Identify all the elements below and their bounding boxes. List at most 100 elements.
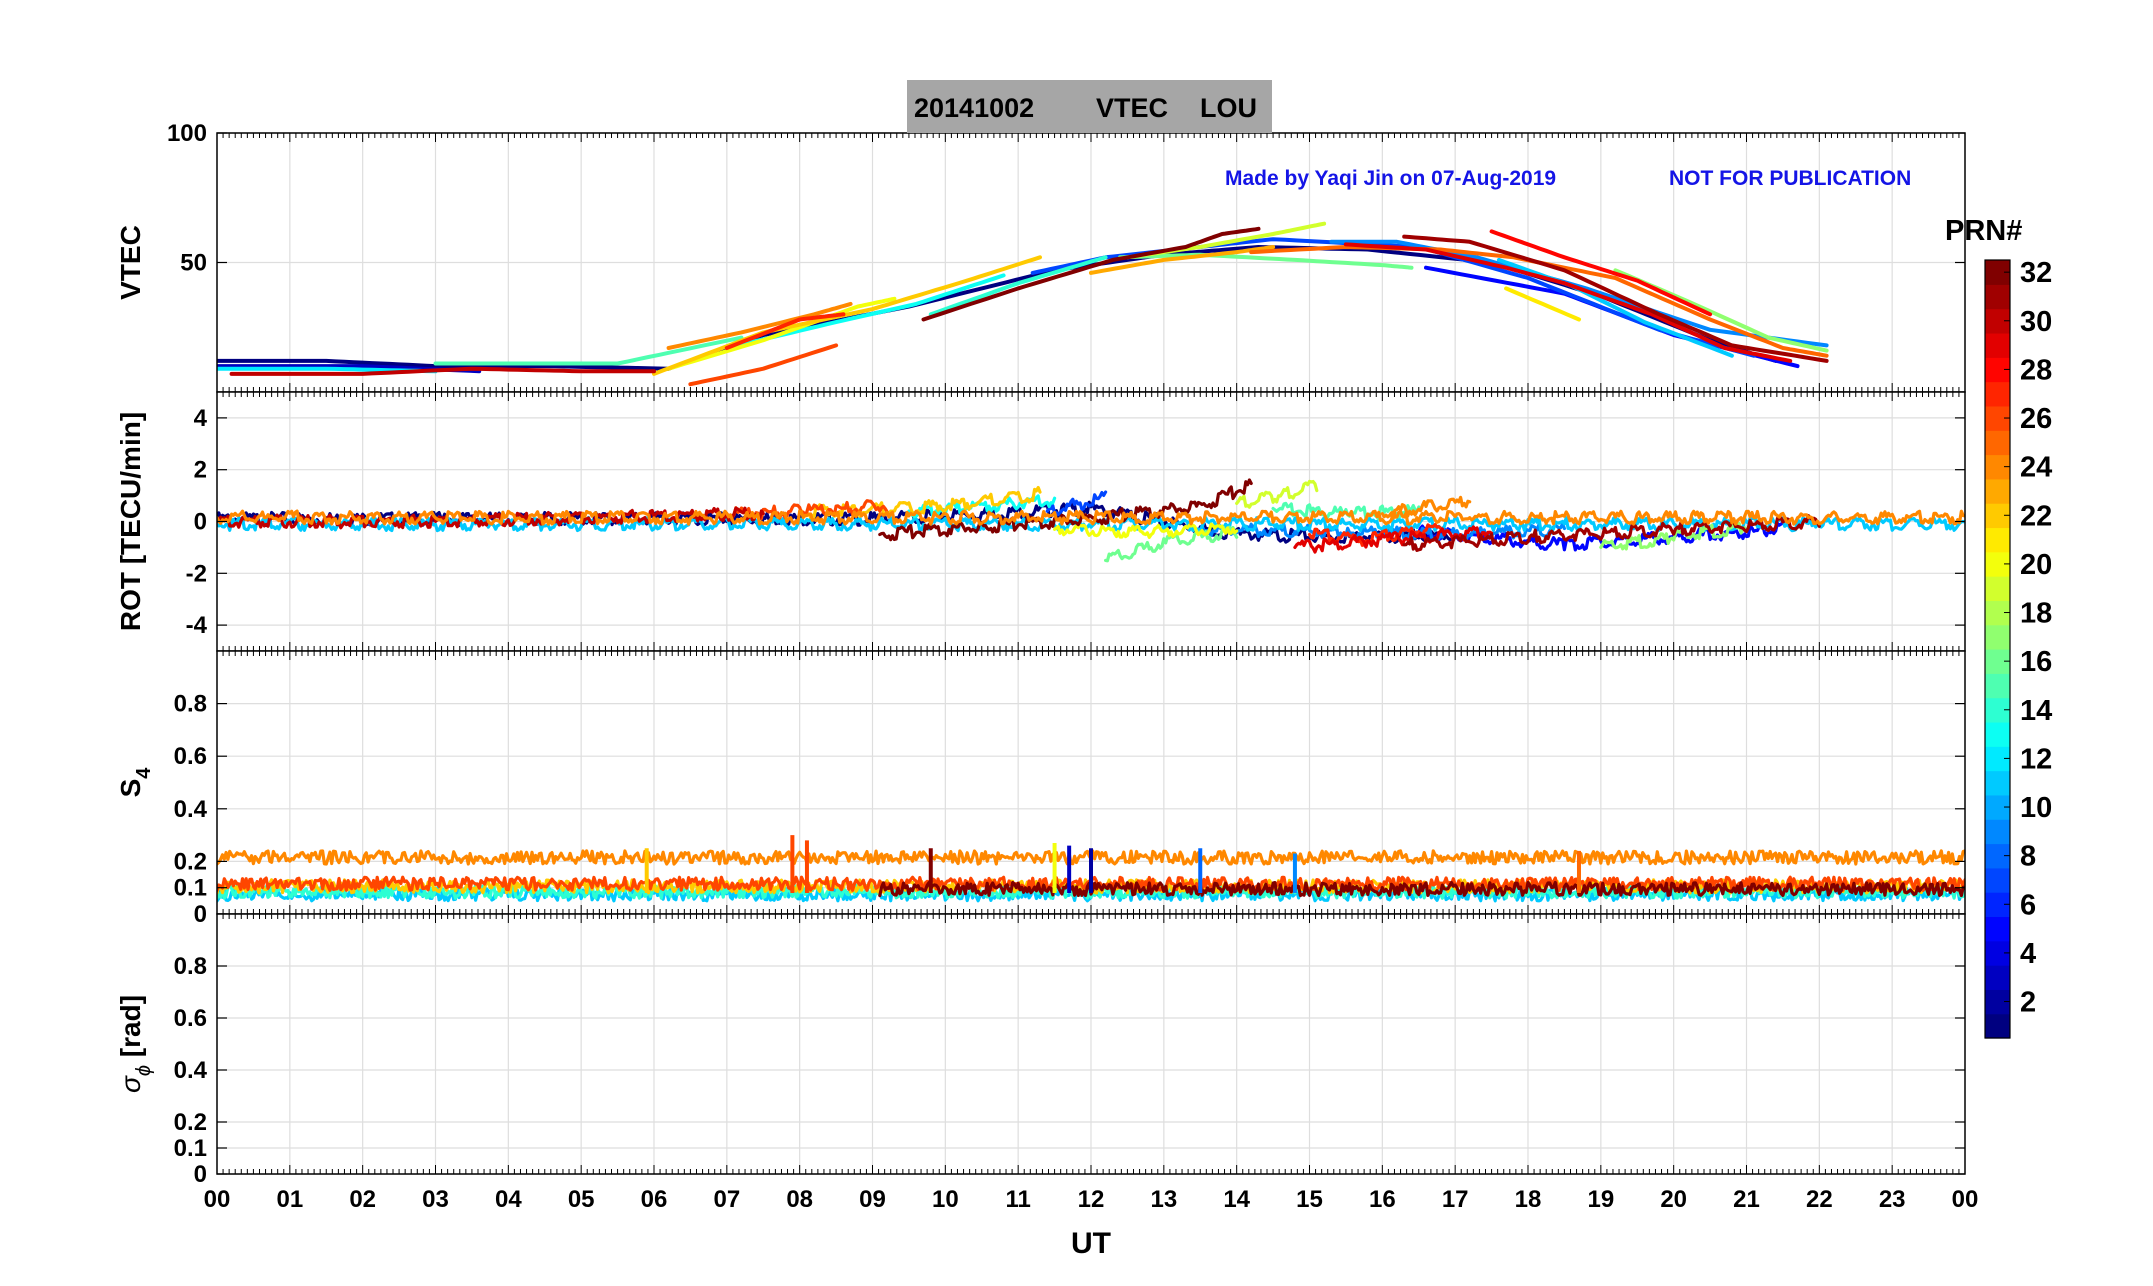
colorbar-swatch <box>1985 478 2010 504</box>
x-tick-label: 00 <box>204 1186 231 1213</box>
colorbar-tick-label: 2 <box>2020 987 2036 1019</box>
x-tick-label: 03 <box>422 1186 449 1213</box>
x-tick-label: 02 <box>349 1186 376 1213</box>
x-tick-label: 06 <box>641 1186 668 1213</box>
series-group-s4 <box>217 835 1965 903</box>
x-tick-labels: 00 01 02 03 04 05 06 07 08 09 10 11 12 13 14 15 16 17 18 19… <box>204 1186 1979 1213</box>
y-tick-label: 0.2 <box>174 1109 207 1136</box>
series-line-prn-11 <box>1496 257 1734 358</box>
series-line-prn-24 <box>666 301 853 350</box>
colorbar-tick-label: 18 <box>2020 598 2052 630</box>
x-tick-label: 21 <box>1733 1186 1760 1213</box>
y-tick-label: 2 <box>194 457 207 484</box>
title-box: 20141002 VTEC LOU <box>907 80 1272 133</box>
series-line-prn-29 <box>1343 242 1793 363</box>
y-axis-label-s4: S4 <box>115 767 155 798</box>
series-group-rot <box>217 478 1965 563</box>
colorbar-swatch <box>1985 673 2010 699</box>
title-quantity: VTEC <box>1096 93 1168 123</box>
y-tick-label: 0 <box>194 901 207 928</box>
y-axis-label-sigma_phi: σϕ [rad] <box>115 995 155 1093</box>
series-line-prn-24 <box>217 509 1965 526</box>
x-tick-label: 19 <box>1587 1186 1614 1213</box>
y-tick-label: 0.1 <box>174 875 207 902</box>
y-tick-label: 100 <box>167 120 207 147</box>
colorbar-swatch <box>1985 576 2010 601</box>
colorbar-tick-label: 10 <box>2020 792 2052 824</box>
colorbar-tick-label: 32 <box>2020 257 2052 289</box>
series-line-prn-25 <box>1249 245 1829 358</box>
title-station: LOU <box>1200 93 1257 123</box>
y-tick-label: -2 <box>186 560 207 587</box>
series-line-prn-30 <box>217 506 765 530</box>
x-tick-label: 18 <box>1515 1186 1542 1213</box>
disclaimer-text: NOT FOR PUBLICATION <box>1669 167 1911 190</box>
colorbar-frame <box>1984 259 2011 1039</box>
panel-vtec: 50 100 VTEC <box>115 120 1966 393</box>
series-line-prn-27 <box>1307 523 1443 547</box>
panel-rot: -4 -2 0 2 4 ROT [TECU/min] <box>115 391 1966 652</box>
x-tick-label: 00 <box>1952 1186 1979 1213</box>
colorbar-tick-label: 12 <box>2020 743 2052 775</box>
colorbar-title: PRN# <box>1945 215 2022 247</box>
colorbar-tick-label: 4 <box>2020 938 2036 970</box>
x-tick-label: 15 <box>1296 1186 1323 1213</box>
colorbar-swatch <box>1985 381 2010 407</box>
x-tick-label: 04 <box>495 1186 522 1213</box>
credit-text: Made by Yaqi Jin on 07-Aug-2019 <box>1225 167 1556 190</box>
series-line-prn-30 <box>229 366 656 376</box>
y-tick-label: 0.1 <box>174 1135 207 1162</box>
colorbar-swatch <box>1985 284 2010 310</box>
x-tick-label: 07 <box>713 1186 740 1213</box>
colorbar-swatch <box>1985 527 2010 553</box>
y-tick-label: 0.4 <box>174 1057 208 1084</box>
series-line-prn-17 <box>1599 521 1749 551</box>
x-tick-label: 05 <box>568 1186 595 1213</box>
colorbar-tick-label: 28 <box>2020 354 2052 386</box>
colorbar-tick-label: 6 <box>2020 889 2036 921</box>
x-tick-label: 16 <box>1369 1186 1396 1213</box>
y-tick-label: 4 <box>194 405 208 432</box>
series-line-prn-14 <box>928 255 1108 317</box>
colorbar-tick-label: 22 <box>2020 500 2052 532</box>
colorbar-swatch <box>1985 965 2010 990</box>
title-date: 20141002 <box>914 93 1034 123</box>
x-tick-label: 14 <box>1223 1186 1250 1213</box>
y-tick-label: 0.4 <box>174 796 208 823</box>
series-line-prn-26 <box>688 343 839 387</box>
series-line-prn-24 <box>1380 495 1472 520</box>
colorbar-tick-label: 24 <box>2020 452 2052 484</box>
y-axis-label-vtec: VTEC <box>115 225 146 300</box>
y-tick-label: 0 <box>194 509 207 536</box>
x-tick-label: 23 <box>1879 1186 1906 1213</box>
colorbar-swatch <box>1985 430 2010 456</box>
x-tick-label: 17 <box>1442 1186 1469 1213</box>
colorbar-swatch <box>1985 916 2010 942</box>
x-tick-label: 08 <box>786 1186 813 1213</box>
series-line-prn-19 <box>1235 479 1319 509</box>
series-line-prn-23 <box>1089 245 1276 275</box>
colorbar-swatch <box>1985 1013 2010 1039</box>
series-line-prn-27 <box>724 312 846 350</box>
y-tick-label: -4 <box>186 612 208 639</box>
x-tick-label: 22 <box>1806 1186 1833 1213</box>
panel-sigma_phi: 00.10.2 0.4 0.6 0.8 σϕ [rad] <box>115 913 1966 1188</box>
series-line-prn-28 <box>1489 229 1713 317</box>
x-tick-label: 09 <box>859 1186 886 1213</box>
series-line-prn-31 <box>1402 514 1821 552</box>
x-tick-label: 12 <box>1078 1186 1105 1213</box>
colorbar-swatch <box>1985 867 2010 893</box>
x-tick-label: 20 <box>1660 1186 1687 1213</box>
series-group-vtec <box>217 221 1829 387</box>
x-tick-label: 11 <box>1005 1186 1030 1213</box>
series-line-prn-32 <box>878 880 1965 898</box>
colorbar-tick-label: 20 <box>2020 549 2052 581</box>
colorbar-tick-label: 26 <box>2020 403 2052 435</box>
colorbar-tick-label: 30 <box>2020 306 2052 338</box>
series-line-prn-15 <box>433 335 744 366</box>
colorbar-tick-label: 14 <box>2020 695 2052 727</box>
series-line-prn-32 <box>921 226 1261 322</box>
